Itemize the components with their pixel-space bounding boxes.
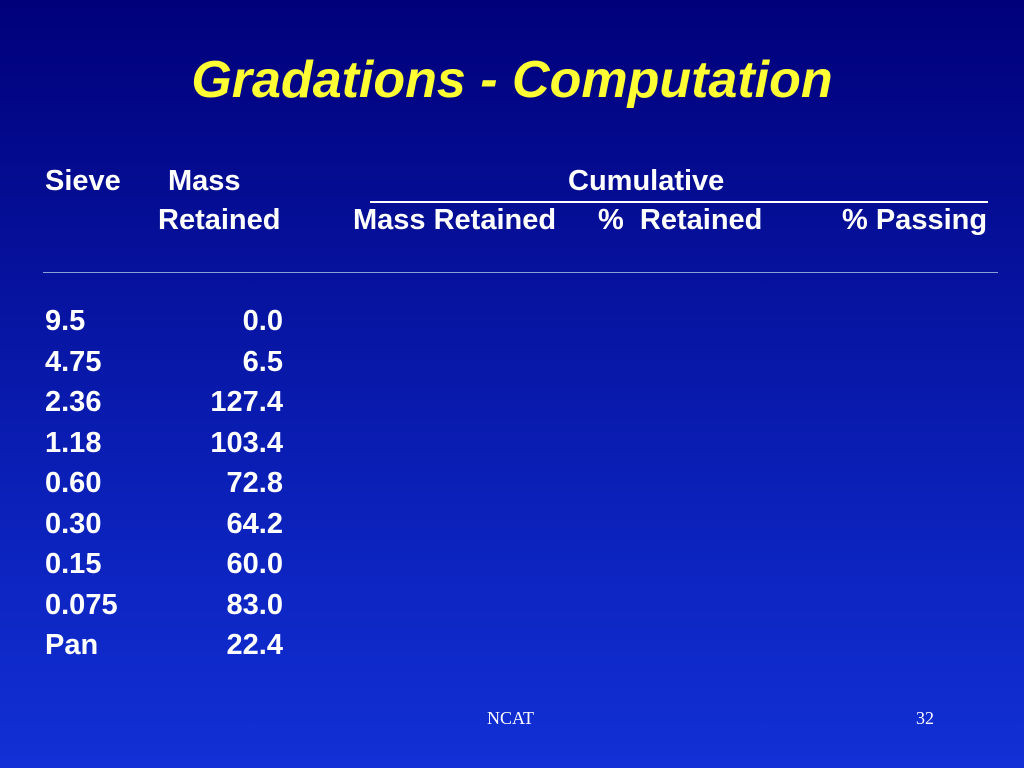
sieve-size: 9.5 <box>45 305 86 337</box>
sieve-size: 0.30 <box>45 507 102 540</box>
sieve-size: 4.75 <box>45 345 102 378</box>
header-divider <box>43 272 998 273</box>
mass-retained: 72.8 <box>226 467 283 499</box>
header-pct-passing: % Passing <box>842 204 988 236</box>
sieve-size: Pan <box>45 629 99 661</box>
header-sieve: Sieve <box>45 165 121 197</box>
mass-retained: 127.4 <box>210 386 283 418</box>
mass-retained: 0.0 <box>242 305 283 337</box>
sieve-size: 0.60 <box>45 467 102 499</box>
sieve-size: 0.15 <box>45 548 102 580</box>
cumulative-underline <box>370 201 988 203</box>
slide-title: Gradations - Computation <box>191 51 833 109</box>
mass-retained: 22.4 <box>226 629 283 661</box>
mass-retained: 64.2 <box>226 507 283 540</box>
mass-retained: 60.0 <box>226 548 283 580</box>
header-cum-mass-retained: Mass Retained <box>353 204 557 236</box>
sieve-size: 1.18 <box>45 426 102 459</box>
mass-retained: 83.0 <box>226 588 283 621</box>
mass-retained: 6.5 <box>242 345 283 378</box>
header-cumulative: Cumulative <box>568 165 725 197</box>
header-pct-retained: % Retained <box>598 204 763 236</box>
header-mass: Mass <box>168 165 241 197</box>
footer-ncat: NCAT <box>487 708 535 728</box>
sieve-size: 2.36 <box>45 386 102 418</box>
sieve-size: 0.075 <box>45 588 118 621</box>
header-retained: Retained <box>158 204 281 236</box>
mass-retained: 103.4 <box>210 426 283 459</box>
page-number: 32 <box>916 708 934 728</box>
